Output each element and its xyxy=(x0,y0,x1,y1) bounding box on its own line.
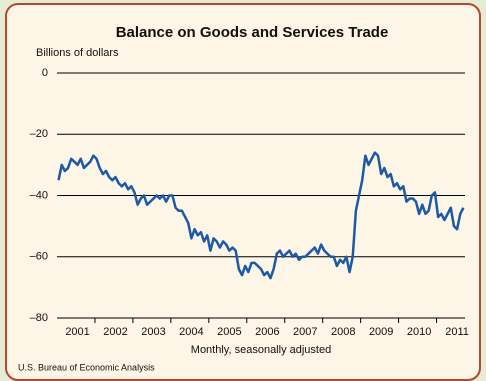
x-tick-label: 2003 xyxy=(141,326,165,338)
x-tick-label: 2001 xyxy=(65,326,89,338)
x-tick-label: 2010 xyxy=(407,326,431,338)
x-tick-label: 2009 xyxy=(369,326,393,338)
x-tick-label: 2005 xyxy=(217,326,241,338)
panel xyxy=(5,3,481,381)
x-tick-label: 2007 xyxy=(293,326,317,338)
y-tick-label: –20 xyxy=(30,128,48,140)
x-tick-label: 2008 xyxy=(331,326,355,338)
y-tick-label: –40 xyxy=(30,189,48,201)
data-line xyxy=(57,151,465,280)
source: U.S. Bureau of Economic Analysis xyxy=(18,362,155,372)
chart-title: Balance on Goods and Services Trade xyxy=(116,24,389,41)
y-tick-label: –80 xyxy=(30,312,48,324)
x-tick-label: 2006 xyxy=(255,326,279,338)
x-axis-label: Monthly, seasonally adjusted xyxy=(191,344,331,356)
x-tick-label: 2011 xyxy=(445,326,469,338)
y-axis-label: Billions of dollars xyxy=(36,47,119,59)
x-tick-label: 2004 xyxy=(179,326,203,338)
y-tick-label: 0 xyxy=(42,67,48,79)
x-tick-label: 2002 xyxy=(103,326,127,338)
y-tick-label: –60 xyxy=(30,251,48,263)
